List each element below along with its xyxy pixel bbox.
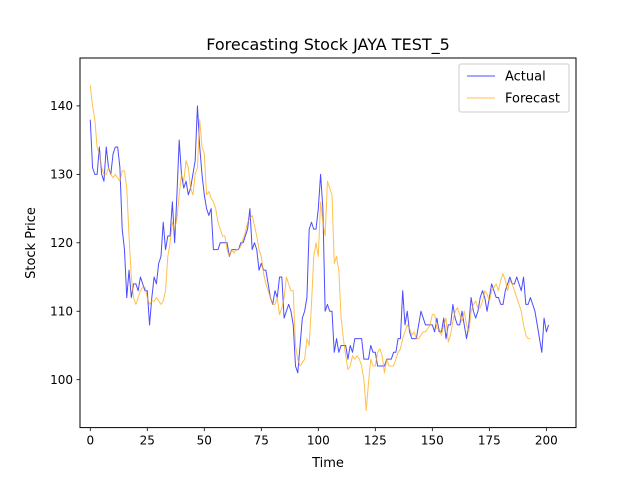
x-axis: 0 25 50 75 100 125 150 175 200 <box>86 427 558 448</box>
y-axis-label: Stock Price <box>24 207 39 279</box>
x-tick-label: 125 <box>364 434 387 448</box>
x-tick-label: 25 <box>140 434 155 448</box>
axes-frame <box>79 57 577 429</box>
legend-label-actual: Actual <box>505 70 546 85</box>
y-tick-label: 140 <box>50 99 73 113</box>
y-tick-label: 120 <box>50 236 73 250</box>
x-tick-label: 200 <box>535 434 558 448</box>
x-tick-label: 50 <box>197 434 212 448</box>
y-tick-label: 100 <box>50 373 73 387</box>
legend-label-forecast: Forecast <box>505 92 560 107</box>
x-tick-label: 100 <box>307 434 330 448</box>
y-tick-label: 110 <box>50 305 73 319</box>
x-tick-label: 150 <box>421 434 444 448</box>
y-axis: 100 110 120 130 140 <box>50 99 80 387</box>
x-tick-label: 75 <box>254 434 269 448</box>
series-line-actual <box>89 105 550 374</box>
x-axis-label: Time <box>311 456 344 471</box>
series-line-forecast <box>89 85 531 411</box>
chart-title: Forecasting Stock JAYA TEST_5 <box>206 35 450 55</box>
legend: Actual Forecast <box>458 63 570 113</box>
x-tick-label: 0 <box>86 434 94 448</box>
plot-area <box>89 85 550 411</box>
y-tick-label: 130 <box>50 168 73 182</box>
x-tick-label: 175 <box>478 434 501 448</box>
